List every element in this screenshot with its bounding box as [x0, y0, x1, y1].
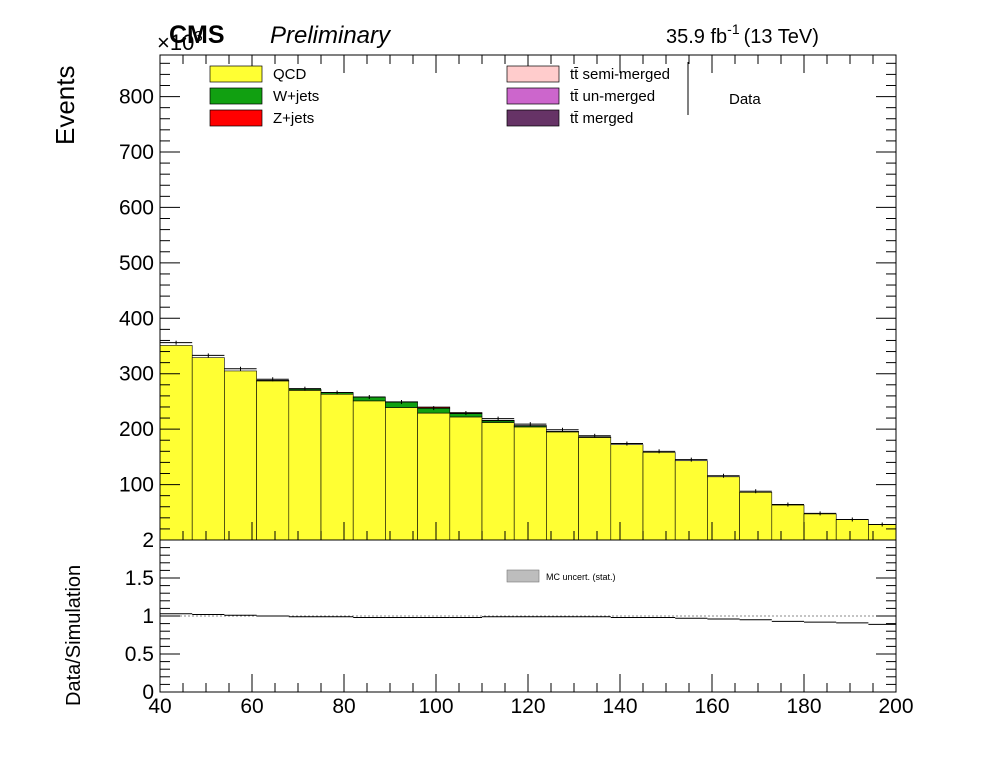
y-tick-label: 800	[119, 86, 154, 109]
x-tick-label: 200	[878, 695, 913, 718]
y-tick-label: 700	[119, 141, 154, 164]
legend-label: tt̄ semi-merged	[570, 66, 670, 83]
bar-qcd	[385, 407, 418, 541]
bar-qcd	[803, 513, 837, 541]
ratio-points	[160, 613, 896, 625]
luminosity-label: 35.9 fb-1 (13 TeV)	[666, 21, 819, 48]
x-tick-label: 120	[510, 695, 545, 718]
legend-label: QCD	[273, 66, 307, 83]
legend-swatch-zjets	[209, 109, 263, 127]
bar-qcd	[674, 460, 708, 541]
bar-qcd	[546, 431, 579, 541]
lower-axis-ticks: 0 0.5 1 1.5 2 40 60 80 100 120 140 160 180 200	[125, 529, 914, 718]
bar-qcd	[352, 400, 386, 541]
cms-label: CMS	[169, 21, 225, 49]
bar-qcd	[771, 504, 805, 541]
bar-qcd	[288, 390, 322, 541]
mc-uncert-label: MC uncert. (stat.)	[546, 572, 616, 582]
lower-y-axis-title: Data/Simulation	[63, 565, 85, 706]
bar-qcd	[417, 412, 451, 541]
x-tick-label: 80	[332, 695, 355, 718]
mc-uncert-swatch	[506, 569, 540, 583]
bar-qcd	[707, 476, 740, 541]
bar-qcd	[642, 452, 676, 541]
legend-label: W+jets	[273, 88, 319, 105]
legend-swatch-tt_semi	[506, 65, 560, 83]
ratio-y-tick-label: 0	[142, 681, 154, 704]
x-tick-label: 100	[418, 695, 453, 718]
data-points	[160, 340, 896, 527]
x-tick-label: 60	[240, 695, 263, 718]
bar-qcd	[610, 444, 644, 541]
x-tick-label: 160	[694, 695, 729, 718]
exponent-label: ×103	[157, 28, 203, 55]
legend-label: Z+jets	[273, 110, 314, 127]
x-tick-label: 140	[602, 695, 637, 718]
bar-qcd	[513, 426, 547, 541]
y-tick-label: 600	[119, 196, 154, 219]
y-tick-label: 300	[119, 363, 154, 386]
legend-swatch-tt_merged	[506, 109, 560, 127]
y-tick-label: 500	[119, 252, 154, 275]
bar-qcd	[191, 357, 225, 541]
bar-qcd	[835, 519, 869, 541]
legend: QCD W+jets Z+jets tt̄ semi-merged tt̄ un-mer…	[209, 62, 761, 127]
legend-label: tt̄ merged	[570, 110, 633, 127]
upper-y-axis-title: Events	[50, 66, 80, 146]
y-tick-label: 200	[119, 418, 154, 441]
legend-swatch-tt_unmerged	[506, 87, 560, 105]
stacked-histogram-bars	[159, 345, 897, 541]
bar-qcd	[320, 393, 354, 541]
legend-label: tt̄ un-merged	[570, 88, 655, 105]
legend-label: Data	[729, 91, 761, 108]
upper-axis-ticks: 100 200 300 400 500 600 700 800	[119, 55, 897, 541]
x-tick-label: 40	[148, 695, 171, 718]
legend-swatch-qcd	[209, 65, 263, 83]
bar-qcd	[481, 422, 515, 541]
bar-qcd	[739, 492, 773, 541]
bar-qcd	[256, 380, 290, 541]
legend-swatch-wjets	[209, 87, 263, 105]
bar-qcd	[159, 345, 193, 541]
ratio-y-tick-label: 1.5	[125, 567, 154, 590]
bar-qcd	[449, 416, 483, 541]
ratio-y-tick-label: 2	[142, 529, 154, 552]
preliminary-label: Preliminary	[270, 22, 392, 49]
x-tick-label: 180	[786, 695, 821, 718]
bar-qcd	[578, 437, 612, 541]
ratio-y-tick-label: 0.5	[125, 643, 154, 666]
bar-qcd	[224, 370, 257, 541]
ratio-y-tick-label: 1	[142, 605, 154, 628]
y-tick-label: 100	[119, 474, 154, 497]
y-tick-label: 400	[119, 307, 154, 330]
